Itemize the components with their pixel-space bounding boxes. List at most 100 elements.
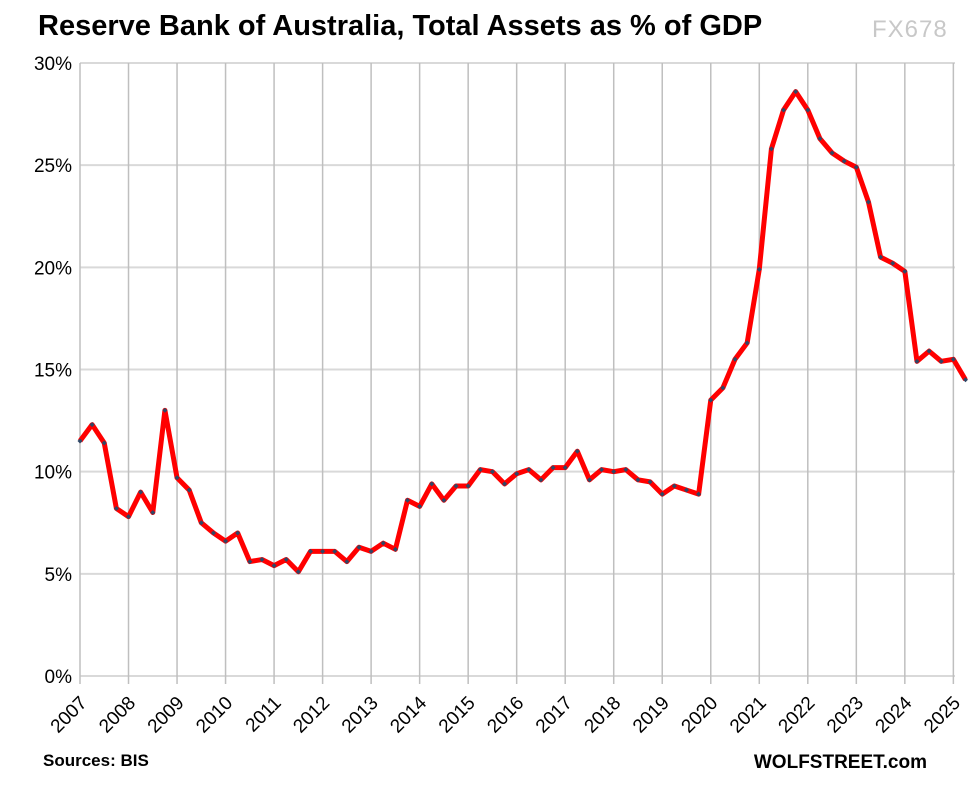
data-point (793, 89, 799, 95)
data-point (332, 548, 338, 554)
data-point (756, 266, 762, 272)
data-point (914, 358, 920, 364)
data-point (538, 477, 544, 483)
x-tick-label: 2023 (823, 693, 868, 738)
data-point (101, 440, 107, 446)
series (77, 89, 968, 575)
data-point (380, 540, 386, 546)
x-tick-label: 2013 (338, 693, 383, 738)
data-point (671, 483, 677, 489)
data-point (126, 514, 132, 520)
data-point (720, 385, 726, 391)
x-tick-label: 2024 (872, 692, 917, 737)
data-point (186, 487, 192, 493)
data-point (696, 491, 702, 497)
data-point (574, 448, 580, 454)
data-point (817, 136, 823, 142)
y-tick-label: 20% (34, 258, 72, 279)
data-point (902, 268, 908, 274)
y-tick-label: 25% (34, 156, 72, 177)
brand-label: WOLFSTREET.com (753, 752, 927, 773)
x-tick-label: 2009 (144, 693, 189, 738)
data-point (805, 107, 811, 113)
data-point (962, 377, 968, 383)
data-point (768, 146, 774, 152)
data-point (465, 483, 471, 489)
x-tick-label: 2017 (532, 693, 577, 738)
data-point (611, 469, 617, 475)
data-point (307, 548, 313, 554)
data-point (417, 503, 423, 509)
data-point (562, 465, 568, 471)
data-point (950, 356, 956, 362)
data-point (247, 559, 253, 565)
data-point (210, 530, 216, 536)
data-point (283, 557, 289, 563)
data-point (599, 467, 605, 473)
x-tick-label: 2015 (435, 693, 480, 738)
y-tick-label: 5% (45, 565, 73, 586)
data-point (853, 164, 859, 170)
data-point (271, 563, 277, 569)
grid (79, 62, 955, 684)
data-point (174, 475, 180, 481)
data-point (113, 505, 119, 511)
data-point (938, 358, 944, 364)
data-point (744, 340, 750, 346)
data-point (235, 530, 241, 536)
y-tick-label: 0% (45, 667, 73, 688)
y-tick-label: 15% (34, 361, 72, 382)
data-point (841, 158, 847, 164)
x-tick-label: 2014 (386, 692, 431, 737)
x-axis: 2007 2008 2009 2010 2011 2012 2013 2014 2015 2016… (47, 692, 965, 737)
data-point (502, 481, 508, 487)
series-line (77, 89, 968, 575)
x-tick-label: 2011 (242, 693, 286, 737)
watermark: FX678 (872, 16, 948, 43)
data-point (477, 467, 483, 473)
data-point (223, 538, 229, 544)
data-point (150, 510, 156, 516)
data-point (878, 254, 884, 260)
data-point (635, 477, 641, 483)
data-point (829, 150, 835, 156)
data-point (647, 479, 653, 485)
data-point (684, 487, 689, 493)
y-tick-label: 30% (34, 54, 72, 75)
data-point (198, 520, 204, 526)
x-tick-label: 2008 (95, 693, 140, 738)
data-point (429, 481, 435, 487)
data-point (926, 348, 932, 354)
data-point (356, 544, 362, 550)
data-point (138, 489, 144, 495)
data-point (781, 107, 787, 113)
data-point (295, 569, 301, 575)
data-point (659, 491, 665, 497)
data-point (405, 497, 411, 503)
x-tick-label: 2012 (289, 693, 334, 738)
x-tick-label: 2010 (192, 693, 237, 738)
y-axis: 0% 5% 10% 15% 20% 25% 30% (34, 54, 72, 688)
data-point (368, 548, 374, 554)
data-point (890, 260, 896, 266)
x-tick-label: 2021 (726, 693, 771, 738)
data-point (77, 438, 83, 444)
data-point (623, 467, 629, 473)
data-point (162, 407, 168, 413)
x-tick-label: 2025 (920, 693, 965, 738)
x-tick-label: 2020 (678, 693, 723, 738)
data-point (441, 497, 447, 503)
data-point (514, 471, 520, 477)
data-point (865, 199, 871, 205)
data-point (320, 548, 326, 554)
x-tick-label: 2022 (775, 693, 820, 738)
data-point (550, 465, 556, 471)
chart-title: Reserve Bank of Australia, Total Assets … (38, 10, 763, 42)
x-tick-label: 2019 (629, 693, 674, 738)
data-point (259, 557, 265, 563)
x-tick-label: 2007 (47, 693, 92, 738)
source-note: Sources: BIS (43, 751, 149, 770)
x-tick-label: 2018 (581, 693, 626, 738)
data-point (586, 477, 592, 483)
